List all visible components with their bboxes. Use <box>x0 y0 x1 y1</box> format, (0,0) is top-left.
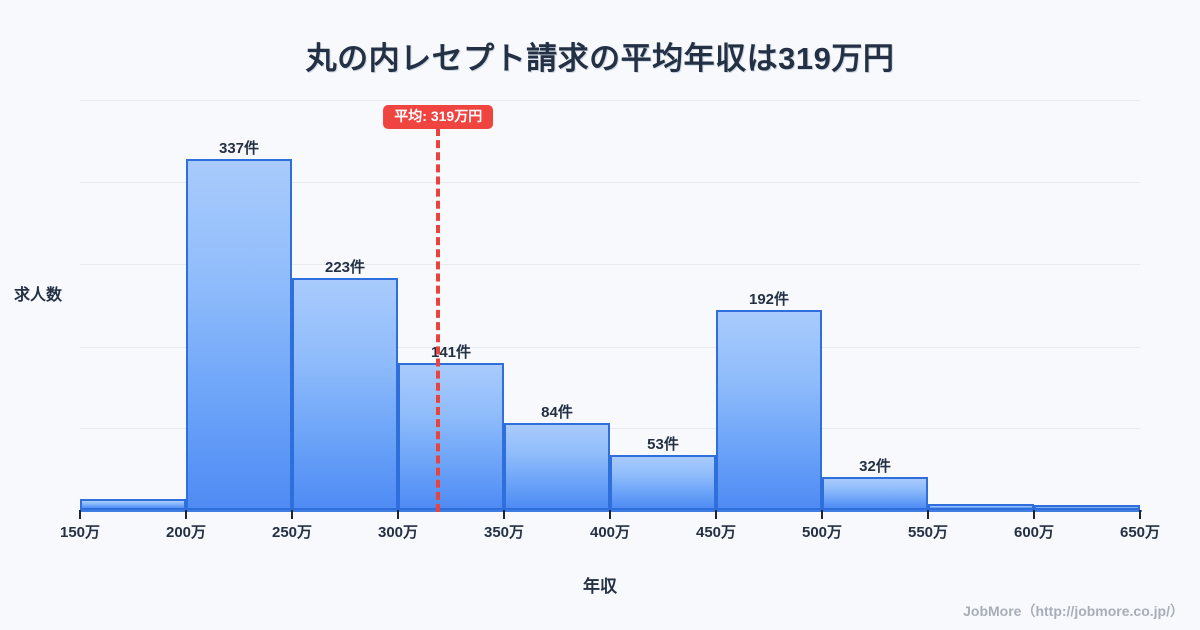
x-tick-mark <box>609 510 611 519</box>
x-tick-mark <box>821 510 823 519</box>
gridline <box>80 264 1140 266</box>
x-tick-label: 650万 <box>1119 524 1161 541</box>
x-tick-label: 200万 <box>165 524 207 541</box>
x-tick-label: 600万 <box>1013 524 1055 541</box>
x-tick-mark <box>1033 510 1035 519</box>
histogram-bar[interactable] <box>504 422 610 510</box>
bar-value-label: 337件 <box>218 140 260 158</box>
gridline <box>80 427 1140 429</box>
gridline <box>80 100 1140 101</box>
bar-value-label: 192件 <box>748 291 790 309</box>
x-tick-mark <box>79 510 81 519</box>
x-axis-title: 年収 <box>583 577 617 596</box>
x-tick-label: 250万 <box>271 524 313 541</box>
x-tick-label: 400万 <box>589 524 631 541</box>
average-badge: 平均: 319万円 <box>383 105 494 129</box>
histogram-bar[interactable] <box>292 277 398 510</box>
bar-value-label: 141件 <box>430 344 472 362</box>
bar-value-label: 32件 <box>859 457 891 475</box>
bar-value-label: 84件 <box>541 403 573 421</box>
x-tick-label: 450万 <box>695 524 737 541</box>
x-tick-mark <box>927 510 929 519</box>
x-axis-baseline <box>80 510 1142 512</box>
histogram-bar[interactable] <box>80 498 186 510</box>
histogram-bar[interactable] <box>928 503 1034 510</box>
x-tick-label: 550万 <box>907 524 949 541</box>
histogram-bar[interactable] <box>186 159 292 510</box>
x-tick-mark <box>1139 510 1141 519</box>
y-axis-title: 求人数 <box>14 287 63 304</box>
average-line <box>436 128 441 512</box>
x-tick-label: 150万 <box>59 524 101 541</box>
histogram-bar[interactable] <box>398 363 504 510</box>
histogram-bar[interactable] <box>716 310 822 510</box>
gridline <box>80 346 1140 348</box>
bar-value-label: 223件 <box>324 258 366 276</box>
chart-title: 丸の内レセプト請求の平均年収は319万円 <box>305 41 895 76</box>
footer-credit: JobMore（http://jobmore.co.jp/） <box>963 603 1184 619</box>
gridline <box>80 182 1140 184</box>
x-tick-label: 500万 <box>801 524 843 541</box>
x-tick-mark <box>291 510 293 519</box>
x-tick-label: 350万 <box>483 524 525 541</box>
x-tick-mark <box>185 510 187 519</box>
x-tick-mark <box>715 510 717 519</box>
x-tick-label: 300万 <box>377 524 419 541</box>
histogram-bar[interactable] <box>1034 505 1140 510</box>
histogram-bar[interactable] <box>610 454 716 510</box>
bar-value-label: 53件 <box>647 435 679 453</box>
x-tick-mark <box>397 510 399 519</box>
x-tick-mark <box>503 510 505 519</box>
histogram-bar[interactable] <box>822 476 928 510</box>
plot-area <box>80 100 1140 510</box>
